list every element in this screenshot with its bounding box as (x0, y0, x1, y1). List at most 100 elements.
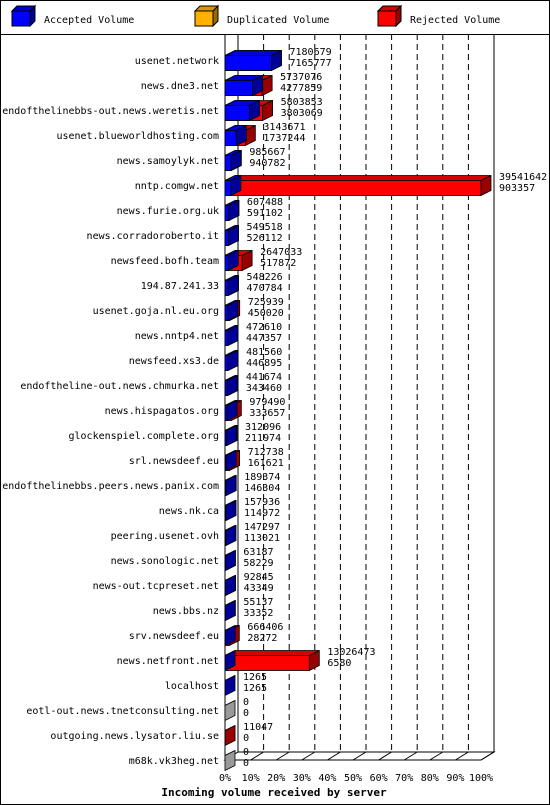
accepted-value-label: 3803069 (281, 108, 323, 119)
empty-bar (224, 699, 236, 722)
bar-row (224, 424, 238, 447)
accepted-bar (224, 299, 239, 322)
server-label: glockenspiel.complete.org (68, 431, 219, 442)
accepted-bar (224, 249, 239, 272)
accepted-bar (224, 74, 264, 97)
accepted-value-label: 446895 (246, 358, 282, 369)
server-label: news.dne3.net (141, 81, 219, 92)
legend-item-1: Accepted Volume (10, 4, 134, 28)
server-label: usenet.goja.nl.eu.org (93, 306, 219, 317)
accepted-value-label: 447357 (246, 333, 282, 344)
bar-row (224, 499, 237, 522)
accepted-value-label: 0 (243, 733, 249, 744)
accepted-value-label: 940782 (249, 158, 285, 169)
accepted-value-label: 0 (243, 708, 249, 719)
bar-row (224, 374, 239, 397)
bar-row (224, 249, 253, 272)
accepted-bar (224, 499, 237, 522)
rejected-bar (224, 649, 320, 672)
floor-tick (378, 751, 392, 761)
labels: 0% 10% 20% 30% 40% 50% 60% 70% 80% 90% 100% usenet.… (2, 47, 547, 784)
total-value-label: 549518 (247, 222, 283, 233)
server-label: endofthelinebbs.peers.news.panix.com (2, 481, 219, 492)
x-tick-label: 50% (344, 773, 362, 784)
x-tick-label: 10% (242, 773, 260, 784)
x-tick-label: 80% (421, 773, 439, 784)
server-label: usenet.blueworldhosting.com (56, 131, 219, 142)
accepted-bar (224, 649, 236, 672)
x-tick-label: 40% (318, 773, 336, 784)
bar-row (224, 624, 240, 647)
floor-tick (250, 751, 264, 761)
x-tick-label: 30% (293, 773, 311, 784)
server-label: news.corradoroberto.it (87, 231, 219, 242)
legend-label: Duplicated Volume (227, 15, 329, 26)
accepted-value-label: 343460 (246, 383, 282, 394)
server-label: peering.usenet.ovh (111, 531, 219, 542)
accepted-bar (224, 324, 239, 347)
floor-tick (429, 751, 444, 761)
total-value-label: 712738 (248, 447, 284, 458)
server-label: endoftheline-out.news.chmurka.net (20, 381, 219, 392)
x-tick-label: 70% (395, 773, 413, 784)
accepted-bar (224, 124, 247, 147)
bar-row (224, 99, 273, 122)
total-value-label: 1265 (243, 672, 267, 683)
accepted-value-label: 113021 (244, 533, 280, 544)
total-value-label: 157936 (244, 497, 280, 508)
total-value-label: 0 (243, 697, 249, 708)
total-value-label: 472610 (246, 322, 282, 333)
accepted-value-label: 1737244 (263, 133, 305, 144)
bar-row (224, 74, 273, 97)
accepted-value-label: 43349 (244, 583, 274, 594)
bar-row (224, 399, 242, 422)
total-value-label: 666406 (247, 622, 283, 633)
bar-row (224, 49, 282, 72)
empty-bar (224, 749, 236, 772)
accepted-bar (224, 424, 237, 447)
bar-row (224, 299, 241, 322)
accepted-value-label: 58229 (243, 558, 273, 569)
legend-swatch-side (395, 4, 402, 28)
x-tick-label: 90% (446, 773, 464, 784)
accepted-bar (224, 474, 237, 497)
accepted-value-label: 470784 (247, 283, 283, 294)
bar-row (224, 199, 240, 222)
accepted-bar (224, 399, 238, 422)
bar-row (224, 274, 239, 297)
bar-row (224, 224, 239, 247)
total-value-label: 13026473 (327, 647, 375, 658)
accepted-value-label: 33352 (243, 608, 273, 619)
legend-swatch (194, 10, 214, 27)
accepted-bar (224, 374, 238, 397)
accepted-bar (224, 549, 236, 572)
accepted-bar (224, 674, 236, 697)
accepted-bar (224, 174, 242, 197)
bar-row (224, 149, 242, 172)
accepted-bar (224, 599, 236, 622)
total-value-label: 2647033 (260, 247, 302, 258)
bar-row (224, 474, 237, 497)
bar-row (224, 599, 236, 622)
total-value-label: 607488 (247, 197, 283, 208)
server-label: newsfeed.bofh.team (111, 256, 219, 267)
server-label: outgoing.news.lysator.liu.se (50, 731, 219, 742)
total-value-label: 481560 (246, 347, 282, 358)
server-label: news.bbs.nz (153, 606, 219, 617)
bars (224, 49, 492, 772)
floor-tick (301, 751, 316, 761)
legend-item-3: Rejected Volume (376, 4, 500, 28)
accepted-bar (224, 49, 282, 72)
total-value-label: 548226 (247, 272, 283, 283)
rejected-bar (224, 724, 236, 747)
accepted-bar (224, 624, 236, 647)
total-value-label: 55137 (243, 597, 273, 608)
bar-row (224, 124, 256, 147)
server-label: usenet.network (135, 56, 219, 67)
server-label: news.sonologic.net (111, 556, 219, 567)
server-label: m68k.vk3heg.net (129, 756, 219, 767)
total-value-label: 189374 (244, 472, 280, 483)
bar-row (224, 449, 241, 472)
accepted-value-label: 450020 (248, 308, 284, 319)
